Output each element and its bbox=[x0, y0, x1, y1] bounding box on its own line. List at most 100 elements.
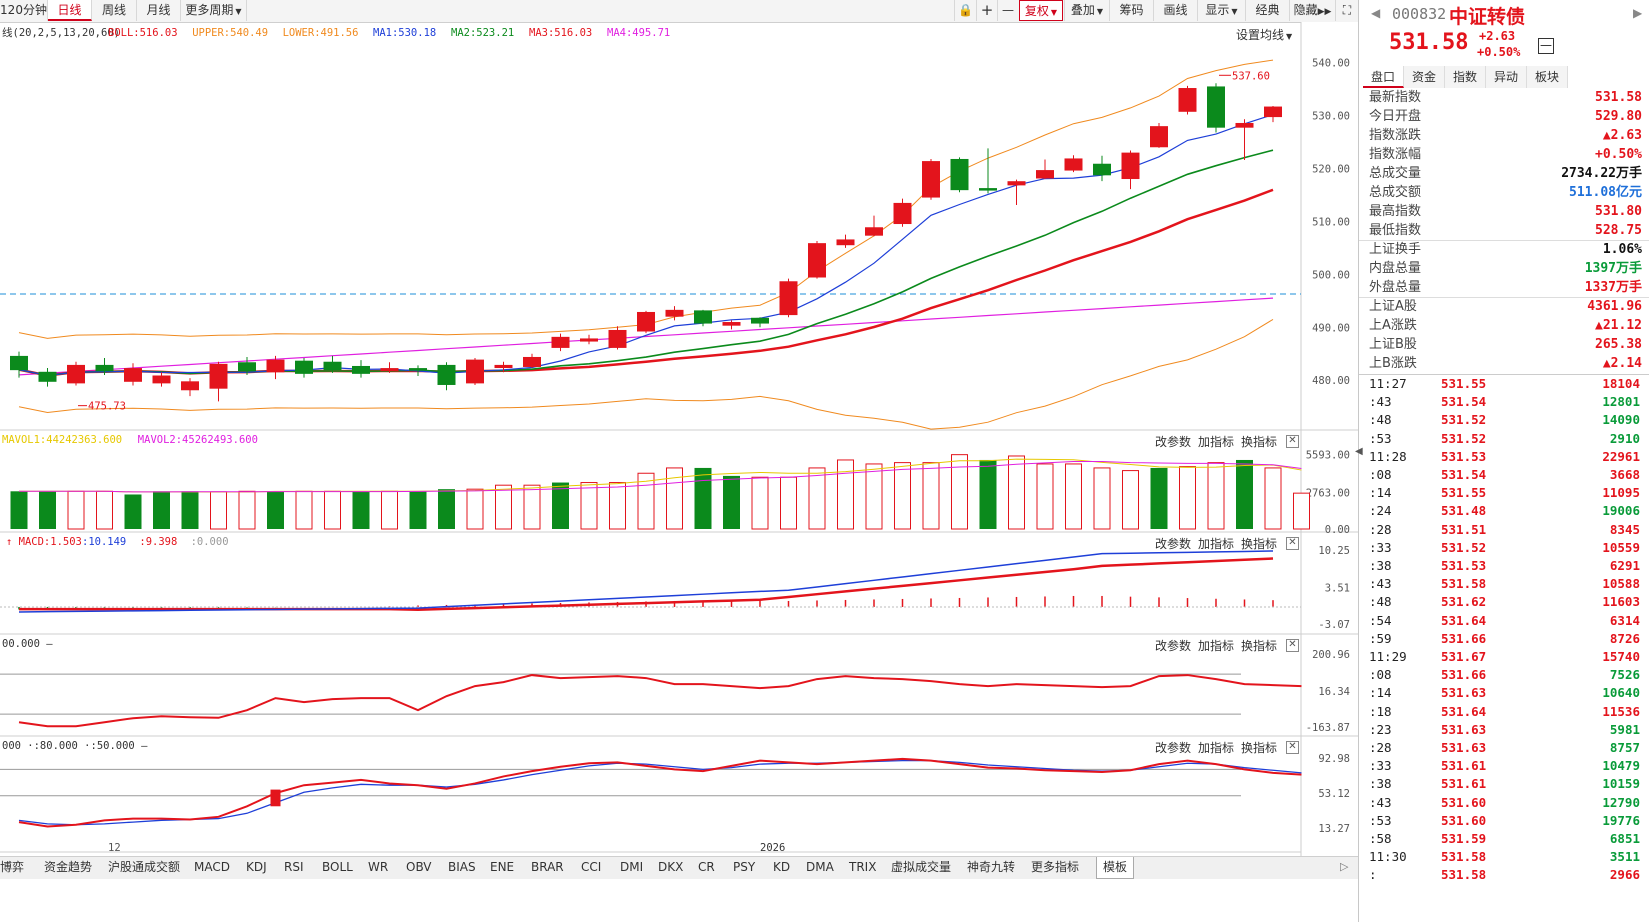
ma-settings-dropdown[interactable]: 设置均线 ▼ bbox=[1236, 26, 1292, 43]
chart-area[interactable]: 540.00 530.00 520.00 510.00 500.00 490.00 480.… bbox=[0, 22, 1358, 860]
quote-tab[interactable]: 异动 bbox=[1486, 66, 1527, 88]
volume-bar bbox=[837, 459, 854, 530]
indicator-tab[interactable]: BIAS bbox=[448, 860, 476, 874]
classic-button[interactable]: 经典 bbox=[1245, 0, 1289, 21]
zoom-in-button[interactable]: + bbox=[976, 0, 997, 21]
volume-bar bbox=[552, 482, 569, 529]
indicator-tab[interactable]: 更多指标 bbox=[1031, 860, 1080, 874]
indicator-tab[interactable]: 沪股通成交额 bbox=[108, 860, 181, 874]
indicator-tab[interactable]: KDJ bbox=[246, 860, 267, 874]
switch-indicator-button[interactable]: 换指标 bbox=[1241, 741, 1278, 755]
indicator-tab[interactable]: CR bbox=[698, 860, 715, 874]
indicator-tab[interactable]: PSY bbox=[733, 860, 756, 874]
indicator-tab[interactable]: 神奇九转 bbox=[967, 860, 1016, 874]
kline-chart[interactable]: 540.00 530.00 520.00 510.00 500.00 490.00 480.… bbox=[0, 22, 1358, 860]
indicator-tab[interactable]: DMA bbox=[806, 860, 834, 874]
indicator-tab[interactable]: 虚拟成交量 bbox=[891, 860, 952, 874]
close-icon[interactable]: ✕ bbox=[1286, 537, 1299, 550]
stat-value: 2734.22万手 bbox=[1561, 166, 1642, 181]
cci-panel-buttons: 改参数 加指标 换指标 ✕ bbox=[1155, 637, 1305, 653]
add-indicator-button[interactable]: 加指标 bbox=[1198, 741, 1235, 755]
close-icon[interactable]: ✕ bbox=[1286, 435, 1299, 448]
period-weekly[interactable]: 周线 bbox=[92, 0, 137, 21]
tick-time: :53 bbox=[1369, 430, 1392, 446]
volume-bar bbox=[865, 463, 883, 530]
indicator-tab[interactable]: MACD bbox=[194, 860, 230, 874]
modify-params-button[interactable]: 改参数 bbox=[1155, 639, 1192, 653]
candle-body bbox=[1093, 163, 1111, 176]
scroll-right-icon[interactable]: ▷ bbox=[1340, 860, 1349, 873]
tick-time: :43 bbox=[1369, 576, 1392, 592]
period-120min[interactable]: 120分钟 bbox=[0, 0, 48, 21]
switch-indicator-button[interactable]: 换指标 bbox=[1241, 435, 1278, 449]
price-change-pct: +0.50% bbox=[1477, 45, 1521, 59]
prev-stock-icon[interactable]: ◀ bbox=[1371, 6, 1381, 20]
stat-row: 上证换手 1.06% bbox=[1369, 240, 1644, 259]
indicator-tab[interactable]: DMI bbox=[620, 860, 644, 874]
macd-legend: :10.149 bbox=[82, 536, 126, 548]
cci-line bbox=[18, 674, 1302, 728]
switch-indicator-button[interactable]: 换指标 bbox=[1241, 639, 1278, 653]
close-icon[interactable]: ✕ bbox=[1286, 639, 1299, 652]
tick-row: :48 531.52 14090 bbox=[1359, 411, 1644, 429]
indicator-tab[interactable]: WR bbox=[368, 860, 389, 874]
indicator-tab[interactable]: KD bbox=[773, 860, 791, 874]
tick-price: 531.51 bbox=[1441, 521, 1487, 537]
tick-volume: 14090 bbox=[1602, 412, 1640, 428]
chips-button[interactable]: 筹码 bbox=[1109, 0, 1153, 21]
kdj-d-line bbox=[18, 759, 1302, 826]
candle-body bbox=[209, 363, 228, 389]
tick-time: :53 bbox=[1369, 812, 1392, 828]
zoom-out-button[interactable]: — bbox=[997, 0, 1018, 21]
indicator-tab[interactable]: 博弈 bbox=[0, 860, 25, 874]
display-dropdown[interactable]: 显示 ▼ bbox=[1197, 0, 1245, 21]
indicator-tab[interactable]: RSI bbox=[284, 860, 304, 874]
kdj-panel-buttons: 改参数 加指标 换指标 ✕ bbox=[1155, 739, 1305, 755]
minimize-icon[interactable]: — bbox=[1538, 38, 1554, 54]
add-indicator-button[interactable]: 加指标 bbox=[1198, 435, 1235, 449]
switch-indicator-button[interactable]: 换指标 bbox=[1241, 537, 1278, 551]
lock-icon[interactable]: 🔒 bbox=[954, 0, 976, 21]
indicator-tab[interactable]: TRIX bbox=[849, 860, 877, 874]
boll-upper-line bbox=[18, 59, 1274, 339]
macd-dea-line bbox=[19, 557, 1274, 611]
collapse-handle-icon[interactable]: ◀ bbox=[1355, 446, 1363, 457]
indicator-tab[interactable]: 资金趋势 bbox=[44, 860, 93, 874]
fullscreen-icon[interactable]: ⛶ bbox=[1335, 0, 1358, 21]
hide-button[interactable]: 隐藏▶▶ bbox=[1289, 0, 1335, 21]
add-indicator-button[interactable]: 加指标 bbox=[1198, 639, 1235, 653]
draw-line-button[interactable]: 画线 bbox=[1153, 0, 1197, 21]
period-monthly[interactable]: 月线 bbox=[137, 0, 181, 21]
overlay-dropdown[interactable]: 叠加 ▼ bbox=[1064, 0, 1109, 21]
stat-value: +0.50% bbox=[1595, 147, 1642, 162]
adjust-dropdown[interactable]: 复权 ▼ bbox=[1019, 0, 1063, 21]
quote-tab[interactable]: 资金 bbox=[1404, 66, 1445, 88]
indicator-legend: MA1:530.18 bbox=[373, 27, 436, 39]
candle-body bbox=[637, 311, 655, 332]
modify-params-button[interactable]: 改参数 bbox=[1155, 741, 1192, 755]
more-periods-dropdown[interactable]: 更多周期 ▼ bbox=[181, 0, 247, 21]
quote-tab[interactable]: 板块 bbox=[1527, 66, 1568, 88]
tick-time: :58 bbox=[1369, 831, 1392, 846]
volume-bar bbox=[438, 489, 455, 529]
indicator-tab[interactable]: DKX bbox=[658, 860, 684, 874]
period-daily[interactable]: 日线 bbox=[48, 0, 92, 21]
indicator-tab[interactable]: OBV bbox=[406, 860, 432, 874]
next-stock-icon[interactable]: ▶ bbox=[1633, 6, 1643, 20]
modify-params-button[interactable]: 改参数 bbox=[1155, 537, 1192, 551]
quote-tab[interactable]: 盘口 bbox=[1363, 66, 1404, 88]
price-tick: 520.00 bbox=[1312, 163, 1350, 175]
indicator-tab[interactable]: CCI bbox=[581, 860, 602, 874]
close-icon[interactable]: ✕ bbox=[1286, 741, 1299, 754]
indicator-tab[interactable]: BRAR bbox=[531, 860, 564, 874]
stat-label: 上证A股 bbox=[1369, 299, 1417, 314]
indicator-tab[interactable]: BOLL bbox=[322, 860, 353, 874]
candle-body bbox=[323, 361, 342, 371]
volume-bar bbox=[124, 494, 142, 529]
price-tick: 480.00 bbox=[1312, 375, 1350, 387]
indicator-tab[interactable]: 模板 bbox=[1096, 857, 1135, 879]
add-indicator-button[interactable]: 加指标 bbox=[1198, 537, 1235, 551]
modify-params-button[interactable]: 改参数 bbox=[1155, 435, 1192, 449]
quote-tab[interactable]: 指数 bbox=[1445, 66, 1486, 88]
indicator-tab[interactable]: ENE bbox=[490, 860, 515, 874]
